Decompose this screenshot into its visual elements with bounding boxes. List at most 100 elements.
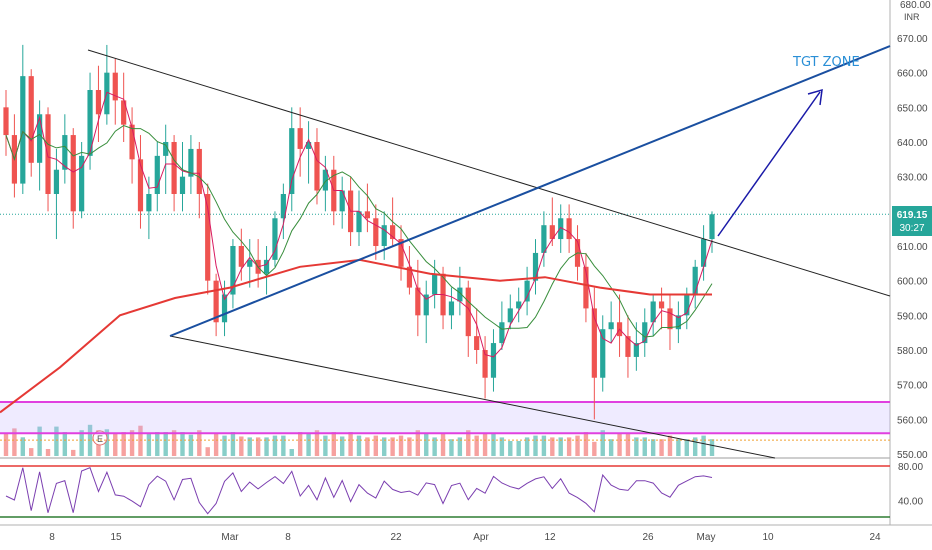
volume-bar bbox=[474, 435, 479, 456]
volume-bar bbox=[659, 439, 664, 456]
candle-body bbox=[625, 336, 631, 357]
candle-body bbox=[709, 214, 715, 240]
candle-body bbox=[205, 194, 211, 281]
volume-bars: E bbox=[3, 424, 715, 456]
candle-body bbox=[280, 194, 286, 219]
volume-bar bbox=[289, 449, 294, 456]
volume-bar bbox=[239, 436, 244, 456]
volume-bar bbox=[692, 437, 698, 456]
volume-bar bbox=[566, 437, 572, 456]
earnings-marker bbox=[92, 430, 108, 446]
volume-bar bbox=[272, 435, 278, 456]
price-tick-label: 570.00 bbox=[897, 381, 928, 392]
ma-medium bbox=[5, 124, 713, 338]
volume-bar bbox=[432, 437, 437, 456]
candle-body bbox=[45, 114, 51, 194]
currency-label: INR bbox=[904, 12, 920, 22]
volume-bar bbox=[155, 432, 160, 456]
candle-body bbox=[532, 252, 539, 281]
rising-trendline bbox=[169, 45, 891, 337]
time-tick-label: 8 bbox=[49, 532, 55, 543]
candle-body bbox=[381, 225, 387, 246]
candle-body bbox=[339, 190, 345, 212]
pane-separators bbox=[0, 0, 932, 526]
volume-bar bbox=[516, 441, 521, 456]
volume-bar bbox=[382, 437, 387, 456]
countdown: 30:27 bbox=[899, 223, 924, 234]
volume-bar bbox=[365, 437, 370, 456]
volume-bar bbox=[339, 436, 345, 456]
candle-body bbox=[591, 308, 597, 378]
candle-body bbox=[541, 225, 547, 253]
candle-body bbox=[633, 343, 639, 357]
price-tick-label: 580.00 bbox=[897, 346, 928, 357]
volume-bar bbox=[138, 425, 143, 456]
candle-body bbox=[465, 287, 471, 337]
candle-body bbox=[289, 128, 295, 194]
volume-bar bbox=[281, 435, 286, 456]
price-axis-top-label: 680.00 bbox=[900, 0, 931, 11]
volume-bar bbox=[524, 437, 530, 456]
price-tick-label: 600.00 bbox=[897, 277, 928, 288]
candle-body bbox=[154, 155, 160, 194]
candle-body bbox=[524, 280, 530, 302]
volume-bar bbox=[163, 432, 168, 456]
volume-bar bbox=[213, 433, 219, 456]
volume-bar bbox=[676, 439, 681, 456]
volume-bar bbox=[306, 433, 311, 456]
candle-body bbox=[247, 259, 253, 267]
candle-body bbox=[457, 287, 463, 302]
candle-body bbox=[658, 301, 665, 309]
volume-bar bbox=[701, 435, 706, 456]
candle-body bbox=[3, 107, 9, 136]
candle-body bbox=[272, 218, 278, 260]
volume-bar bbox=[466, 430, 471, 456]
candle-body bbox=[305, 142, 312, 149]
volume-bar bbox=[415, 430, 421, 456]
candle-body bbox=[53, 169, 60, 194]
volume-bar bbox=[121, 432, 126, 456]
volume-bar bbox=[104, 429, 110, 456]
time-tick-label: Apr bbox=[473, 532, 489, 543]
candle-body bbox=[62, 135, 68, 170]
volume-bar bbox=[12, 428, 17, 456]
volume-bar bbox=[491, 433, 496, 456]
candle-body bbox=[188, 148, 194, 177]
candle-body bbox=[390, 225, 396, 240]
candle-body bbox=[566, 218, 572, 240]
last-price-tag: 619.15 30:27 bbox=[892, 206, 932, 236]
volume-bar bbox=[634, 437, 639, 456]
time-tick-label: 10 bbox=[762, 532, 774, 543]
time-tick-label: Mar bbox=[221, 532, 239, 543]
candle-body bbox=[667, 308, 673, 330]
price-tick-label: 610.00 bbox=[897, 242, 928, 253]
volume-bar bbox=[583, 432, 589, 456]
candle-body bbox=[700, 239, 707, 267]
volume-bar bbox=[667, 435, 673, 456]
support-zone bbox=[0, 213, 890, 441]
candle-body bbox=[415, 287, 421, 316]
volume-bar bbox=[390, 437, 395, 456]
time-axis: 8 15 Mar 8 22 Apr 12 26 May 10 24 bbox=[49, 532, 881, 543]
time-tick-label: 22 bbox=[390, 532, 402, 543]
volume-bar bbox=[482, 433, 488, 456]
time-tick-label: 8 bbox=[285, 532, 291, 543]
candle-body bbox=[230, 246, 236, 295]
candle-body bbox=[482, 350, 488, 378]
candle-body bbox=[558, 218, 564, 240]
candle-body bbox=[516, 301, 522, 309]
candle-body bbox=[642, 322, 648, 344]
volume-bar bbox=[45, 449, 51, 456]
time-tick-label: May bbox=[697, 532, 716, 543]
rsi-pane: 80.00 40.00 bbox=[0, 462, 923, 518]
volume-bar bbox=[533, 435, 538, 456]
volume-bar bbox=[356, 435, 362, 456]
candle-body bbox=[87, 90, 93, 156]
time-tick-label: 15 bbox=[110, 532, 122, 543]
volume-bar bbox=[575, 435, 580, 456]
volume-bar bbox=[550, 437, 555, 456]
candle-body bbox=[507, 308, 513, 323]
rsi-tick-label: 80.00 bbox=[898, 462, 923, 473]
volume-bar bbox=[440, 433, 446, 456]
zone-fill bbox=[0, 402, 890, 434]
